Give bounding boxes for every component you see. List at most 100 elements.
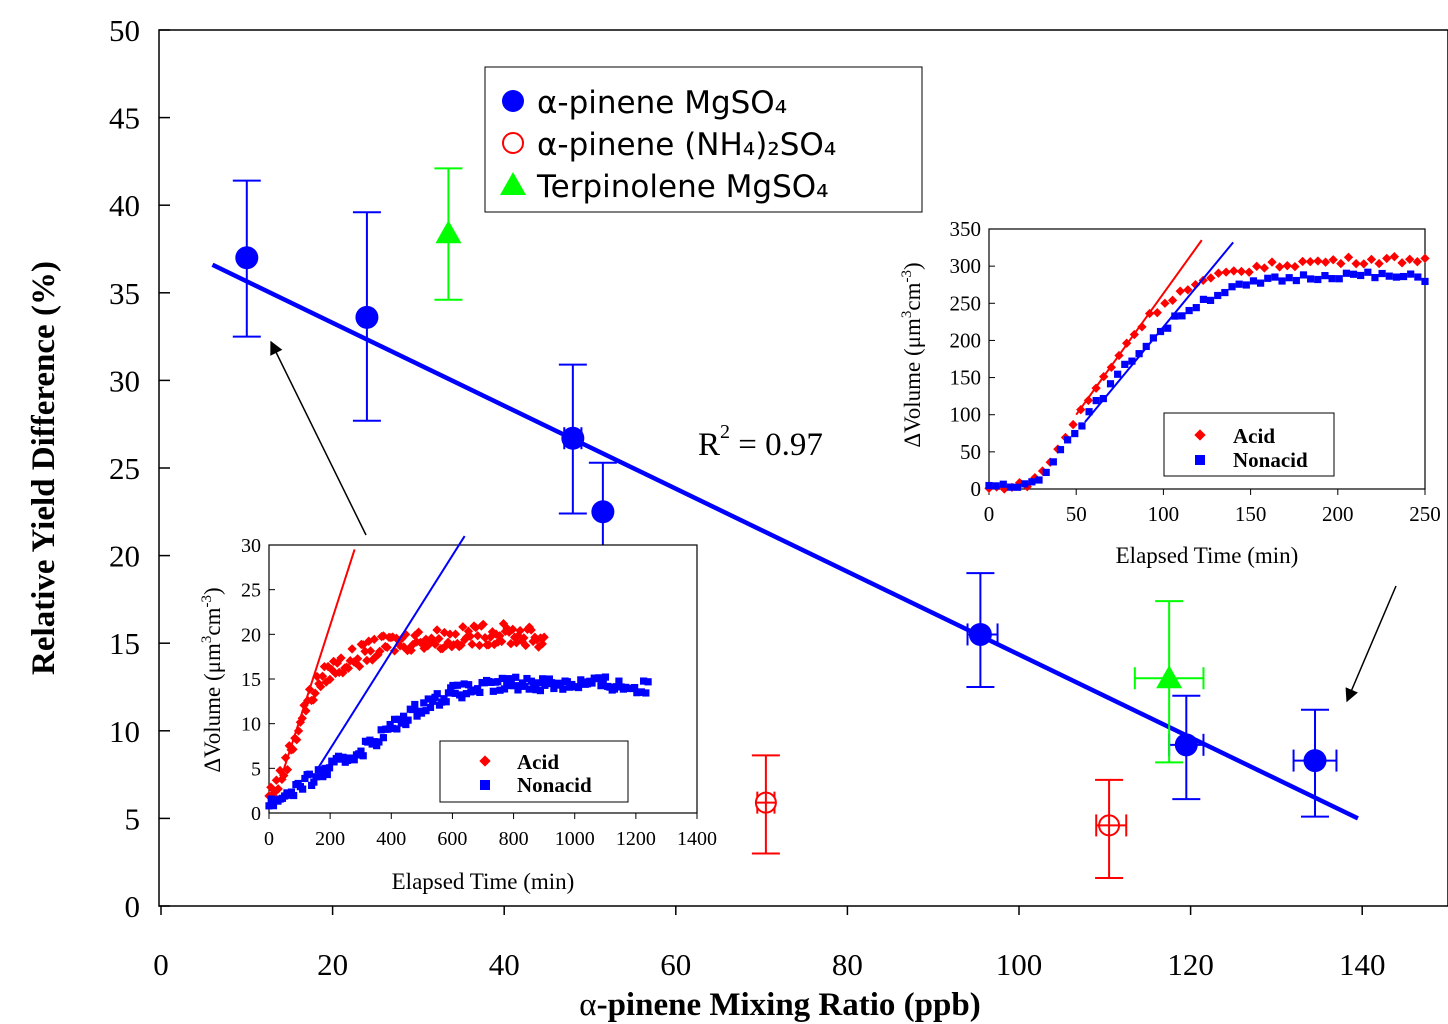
inset-fit-line — [1075, 239, 1203, 416]
inset-point — [290, 791, 298, 800]
legend-label-a-pinene-nh4so4: α-pinene (NH₄)₂SO₄ — [537, 127, 836, 163]
inset-point — [503, 681, 511, 690]
inset-point — [391, 715, 399, 723]
inset-point — [1013, 483, 1022, 491]
inset-right-legend-diamond — [1194, 429, 1206, 441]
inset-point — [525, 685, 533, 693]
inset-x-tick-label: 50 — [1066, 502, 1087, 526]
inset-point — [498, 674, 506, 683]
inset-point — [601, 673, 610, 681]
inset-point — [1190, 280, 1201, 290]
inset-point — [599, 678, 607, 686]
y-tick-label: 35 — [109, 276, 140, 311]
inset-point — [1259, 263, 1270, 273]
inset-y-tick-label: 5 — [251, 758, 261, 780]
inset-point — [480, 633, 490, 643]
inset-right-x-axis-title: Elapsed Time (min) — [1116, 543, 1299, 568]
inset-fit-line — [1084, 241, 1234, 423]
inset-point — [1271, 273, 1279, 281]
inset-point — [424, 695, 432, 703]
inset-point — [1244, 267, 1254, 277]
inset-point — [1285, 274, 1293, 282]
y-tick-label: 30 — [109, 363, 140, 398]
inset-point — [505, 675, 513, 683]
x-tick-label: 100 — [996, 947, 1043, 982]
inset-point — [1397, 258, 1407, 268]
inset-point — [1328, 275, 1336, 283]
inset-point — [1357, 271, 1365, 280]
y-tick-label: 5 — [125, 801, 141, 836]
inset-x-tick-label: 400 — [376, 828, 406, 850]
inset-left-legend-diamond — [479, 755, 491, 767]
inset-point — [393, 725, 401, 733]
inset-point — [1114, 370, 1122, 378]
inset-point — [1343, 252, 1354, 262]
inset-x-tick-label: 150 — [1235, 502, 1267, 526]
inset-point — [453, 681, 462, 689]
inset-point — [1121, 360, 1129, 368]
inset-point — [644, 678, 652, 686]
inset-point — [494, 678, 502, 686]
inset-point — [1274, 262, 1285, 272]
inset-point — [317, 671, 328, 681]
inset-point — [366, 736, 374, 744]
inset-point — [1407, 270, 1415, 278]
inset-point — [1137, 322, 1147, 332]
inset-point — [413, 712, 421, 720]
data-point — [355, 305, 379, 329]
inset-point — [267, 795, 275, 803]
inset-point — [1175, 286, 1185, 296]
inset-point — [1314, 275, 1322, 284]
r-squared-rest: = 0.97 — [730, 427, 823, 463]
inset-point — [1392, 273, 1401, 281]
inset-point — [1342, 269, 1350, 277]
inset-point — [347, 644, 357, 654]
inset-point — [1152, 307, 1162, 318]
r-squared-base: R — [698, 427, 720, 463]
inset-point — [639, 677, 648, 685]
y-tick-label: 40 — [109, 188, 140, 223]
inset-point — [402, 720, 410, 729]
data-point — [235, 246, 259, 270]
inset-point — [1236, 266, 1247, 277]
x-tick-label: 120 — [1167, 947, 1214, 982]
inset-left-legend-nonacid: Nonacid — [517, 773, 592, 797]
data-point — [561, 426, 585, 450]
inset-left-y-axis-title: ΔVolume (μm3cm-3) — [199, 587, 225, 772]
inset-point — [1320, 257, 1331, 267]
x-tick-label: 80 — [832, 947, 863, 982]
inset-point — [1371, 273, 1379, 282]
inset-y-tick-label: 30 — [241, 535, 261, 557]
y-tick-label: 10 — [109, 714, 140, 749]
legend: α-pinene MgSO₄ α-pinene (NH₄)₂SO₄ Terpin… — [484, 66, 923, 213]
inset-right-legend-square — [1195, 455, 1205, 465]
inset-point — [999, 480, 1007, 488]
inset-left-legend-acid: Acid — [517, 750, 559, 774]
inset-point — [319, 773, 327, 781]
inset-point — [1364, 268, 1372, 276]
inset-point — [265, 802, 273, 810]
inset-point — [1206, 273, 1216, 283]
inset-point — [1199, 295, 1208, 303]
inset-point — [323, 770, 331, 779]
inset-point — [465, 681, 473, 689]
inset-point — [512, 673, 520, 681]
x-tick-label: 140 — [1339, 947, 1386, 982]
inset-y-tick-label: 300 — [950, 254, 982, 278]
inset-point — [1405, 254, 1415, 264]
inset-point — [299, 785, 307, 793]
inset-point — [1366, 254, 1377, 265]
inset-point — [476, 688, 484, 697]
inset-point — [1206, 296, 1215, 304]
inset-point — [574, 683, 583, 692]
inset-y-tick-label: 20 — [241, 624, 261, 646]
inset-point — [1214, 291, 1222, 300]
inset-point — [1378, 269, 1386, 278]
x-axis-title-greek: α — [579, 987, 596, 1023]
inset-x-tick-label: 1200 — [616, 828, 656, 850]
inset-right-legend-nonacid: Nonacid — [1233, 448, 1308, 472]
inset-point — [386, 720, 394, 729]
inset-point — [444, 689, 453, 697]
y-tick-label: 0 — [125, 889, 141, 924]
inset-point — [1078, 422, 1086, 430]
